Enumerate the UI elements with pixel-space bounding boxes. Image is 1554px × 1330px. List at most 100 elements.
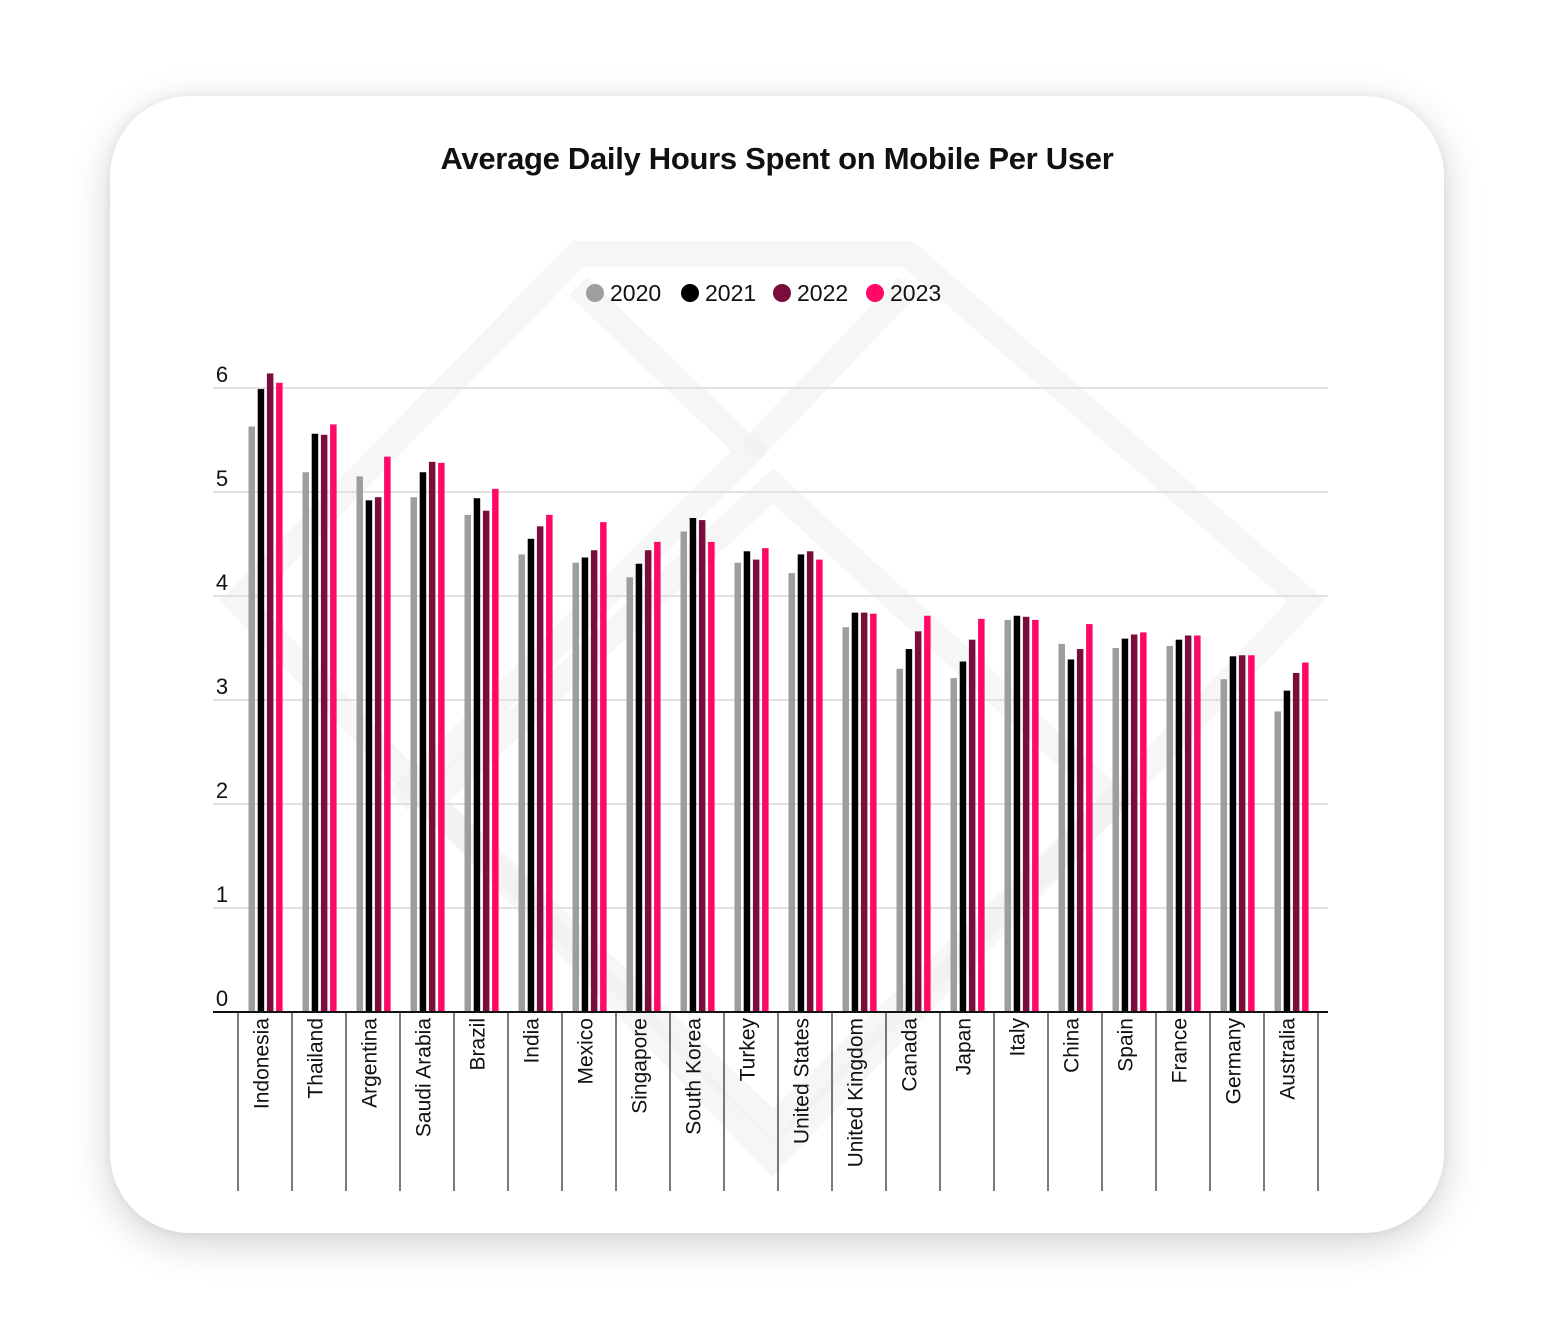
x-tick-label: United Kingdom xyxy=(845,1018,868,1167)
x-tick-label: China xyxy=(1061,1018,1084,1073)
x-tick-label: South Korea xyxy=(683,1018,706,1135)
bar-2022-brazil xyxy=(482,510,490,1012)
bar-2022-spain xyxy=(1130,634,1138,1012)
x-tick-label: Spain xyxy=(1115,1018,1138,1072)
bar-2022-argentina xyxy=(374,497,382,1012)
bar-2021-indonesia xyxy=(257,389,265,1012)
bar-2021-canada xyxy=(905,649,913,1012)
x-axis: Indonesia Thailand Argentina Saudi Arabia Br… xyxy=(213,1011,1328,1191)
bar-2020-japan xyxy=(950,678,957,1012)
bar-2020-germany xyxy=(1220,679,1227,1012)
bar-2020-china xyxy=(1058,643,1065,1012)
x-tick-label: India xyxy=(521,1018,544,1064)
watermark-logo xyxy=(219,241,1325,1177)
legend: 2020 2021 2022 2023 xyxy=(586,280,941,306)
legend-marker-2021 xyxy=(681,284,699,302)
x-tick-label: Germany xyxy=(1223,1018,1246,1105)
legend-marker-2022 xyxy=(773,284,791,302)
bar-2020-singapore xyxy=(626,577,633,1012)
bar-2020-india xyxy=(518,554,525,1012)
x-tick-label: United States xyxy=(791,1018,814,1144)
bar-2021-turkey xyxy=(743,551,751,1012)
bar-2022-turkey xyxy=(752,559,760,1012)
x-tick-label: Australia xyxy=(1277,1018,1300,1100)
x-tick-label: Argentina xyxy=(359,1018,382,1108)
watermark-shape xyxy=(410,468,1135,1144)
bar-2023-singapore xyxy=(654,541,661,1012)
y-tick-label: 3 xyxy=(216,674,228,699)
x-tick-label: Singapore xyxy=(629,1018,652,1114)
bar-2023-indonesia xyxy=(276,382,283,1012)
bar-2023-argentina xyxy=(384,456,391,1012)
y-tick-label: 4 xyxy=(216,570,228,595)
bar-2021-saudi-arabia xyxy=(419,472,427,1012)
bar-2020-argentina xyxy=(356,476,363,1012)
bar-2022-canada xyxy=(914,631,922,1012)
bar-2022-south-korea xyxy=(698,520,706,1012)
x-tick-label: France xyxy=(1169,1018,1192,1083)
bar-chart: 0 1 2 3 4 5 6 Indonesia Thailand Argentina Saudi … xyxy=(213,241,1328,1191)
x-tick-label: Mexico xyxy=(575,1018,598,1085)
bar-2022-germany xyxy=(1238,655,1246,1012)
bar-2020-saudi-arabia xyxy=(410,497,417,1012)
bar-2023-thailand xyxy=(330,424,337,1012)
bar-2020-italy xyxy=(1004,619,1011,1012)
x-tick-label: Saudi Arabia xyxy=(413,1018,436,1137)
legend-label-2020: 2020 xyxy=(610,280,661,306)
bar-2023-china xyxy=(1086,624,1093,1012)
bar-2022-singapore xyxy=(644,550,652,1012)
bar-2021-argentina xyxy=(365,500,373,1012)
bar-2023-australia xyxy=(1302,662,1309,1012)
bar-2023-brazil xyxy=(492,488,499,1012)
bar-2021-brazil xyxy=(473,498,481,1012)
bar-2020-indonesia xyxy=(248,426,255,1013)
bar-2022-indonesia xyxy=(266,373,274,1012)
bar-2021-united-kingdom xyxy=(851,612,859,1012)
legend-marker-2020 xyxy=(586,284,604,302)
bar-2022-saudi-arabia xyxy=(428,461,436,1013)
bar-2020-spain xyxy=(1112,648,1119,1012)
y-tick-label: 5 xyxy=(216,466,228,491)
bar-2023-turkey xyxy=(762,548,769,1012)
x-tick-label: Italy xyxy=(1007,1018,1030,1057)
bar-2023-italy xyxy=(1032,619,1039,1012)
bar-2022-mexico xyxy=(590,550,598,1012)
bar-2021-thailand xyxy=(311,433,319,1012)
bar-2020-south-korea xyxy=(680,531,687,1012)
bar-2022-china xyxy=(1076,649,1084,1012)
bar-2023-saudi-arabia xyxy=(438,462,445,1012)
bar-2021-india xyxy=(527,538,535,1012)
legend-label-2022: 2022 xyxy=(797,280,848,306)
bar-2023-germany xyxy=(1248,655,1255,1012)
x-tick-label: Brazil xyxy=(467,1018,490,1071)
bar-2020-turkey xyxy=(734,562,741,1012)
y-tick-label: 1 xyxy=(216,882,228,907)
bar-2022-united-kingdom xyxy=(860,612,868,1012)
bar-2023-canada xyxy=(924,615,931,1012)
watermark-shape xyxy=(740,277,918,460)
bar-2021-japan xyxy=(959,661,967,1012)
x-tick-label: Turkey xyxy=(737,1018,760,1082)
bar-2021-south-korea xyxy=(689,518,697,1012)
bar-2022-italy xyxy=(1022,616,1030,1012)
y-tick-label: 0 xyxy=(216,986,228,1011)
x-tick-label: Indonesia xyxy=(251,1018,274,1109)
chart-card: Average Daily Hours Spent on Mobile Per … xyxy=(110,96,1444,1233)
x-tick-label: Japan xyxy=(953,1018,976,1075)
bar-2023-united-states xyxy=(816,559,823,1012)
bar-2021-spain xyxy=(1121,638,1129,1012)
bar-2022-united-states xyxy=(806,551,814,1012)
y-axis: 0 1 2 3 4 5 6 xyxy=(216,362,228,1011)
bar-2020-australia xyxy=(1274,711,1281,1012)
bar-2022-thailand xyxy=(320,434,328,1012)
legend-label-2021: 2021 xyxy=(705,280,756,306)
bar-2022-france xyxy=(1184,635,1192,1012)
bar-2020-canada xyxy=(896,668,903,1012)
bar-2022-australia xyxy=(1292,672,1300,1012)
bar-2022-india xyxy=(536,526,544,1012)
bar-2023-south-korea xyxy=(708,541,715,1012)
y-tick-label: 6 xyxy=(216,362,228,387)
bar-2020-thailand xyxy=(302,472,309,1012)
bars xyxy=(248,373,1309,1013)
bar-2023-united-kingdom xyxy=(870,613,877,1012)
